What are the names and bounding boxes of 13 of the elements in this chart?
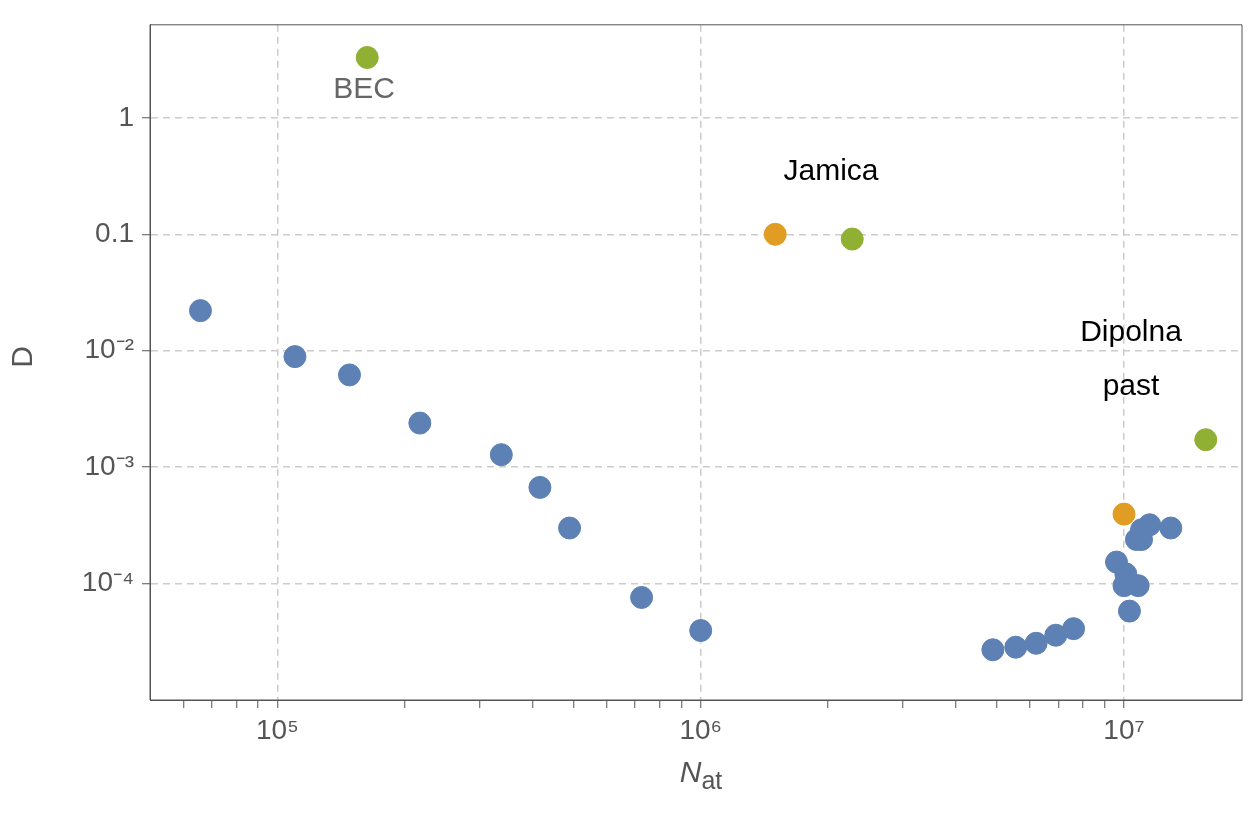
annotation: Jamica (783, 153, 879, 187)
y-tick-label: 1 (118, 100, 134, 132)
x-axis-title: N$_{at}$ (678, 755, 724, 795)
annotation: BEC (333, 71, 395, 105)
y-tick-label: 0.1 (95, 217, 134, 249)
x-tick-label: 10⁵ (256, 713, 299, 745)
y-tick-label: 10⁻⁴ (81, 566, 134, 598)
annotation: Dipolna past (1080, 314, 1183, 402)
y-tick-label: 10⁻² (84, 333, 134, 365)
y-axis-title: D (5, 346, 39, 368)
x-tick-label: 10⁶ (679, 713, 723, 745)
y-tick-label: 10⁻³ (84, 449, 134, 481)
x-tick-label: 10⁷ (1103, 713, 1145, 745)
